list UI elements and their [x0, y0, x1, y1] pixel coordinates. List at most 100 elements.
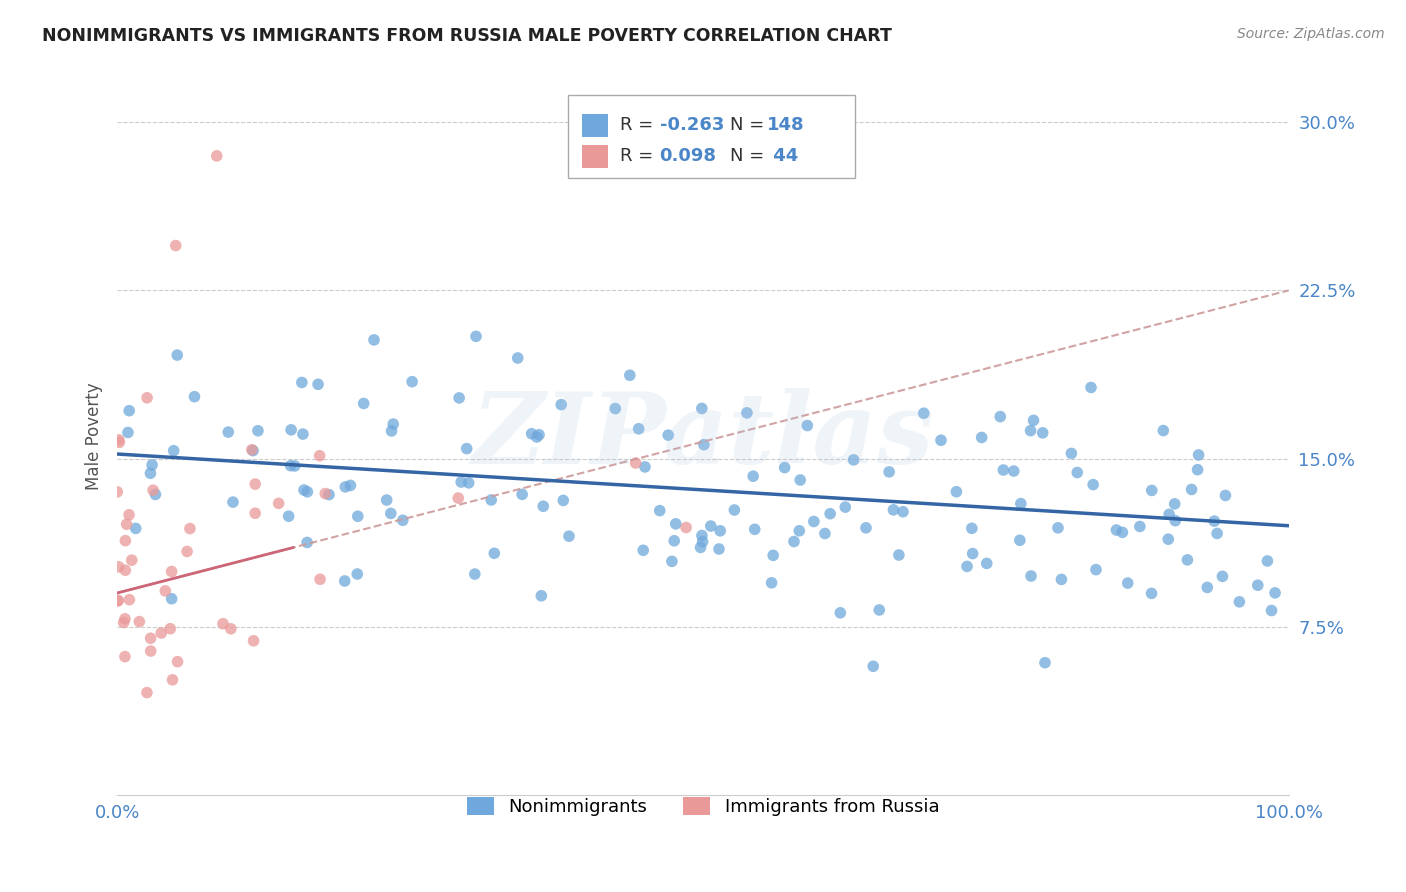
Point	[380, 507, 402, 521]
Point	[139, 644, 162, 658]
Point	[145, 487, 167, 501]
Point	[163, 443, 186, 458]
Point	[165, 238, 187, 252]
Point	[267, 496, 290, 510]
Point	[1019, 424, 1042, 438]
Point	[335, 480, 357, 494]
Point	[1140, 586, 1163, 600]
Point	[665, 516, 688, 531]
Point	[125, 521, 148, 535]
Point	[956, 559, 979, 574]
Point	[1247, 578, 1270, 592]
Point	[114, 533, 136, 548]
Point	[690, 401, 713, 416]
Point	[877, 465, 900, 479]
Point	[380, 424, 402, 438]
Point	[657, 428, 679, 442]
Point	[1159, 508, 1181, 522]
Point	[506, 351, 529, 365]
Point	[834, 500, 856, 515]
Point	[1187, 463, 1209, 477]
Text: ZIPatlas: ZIPatlas	[472, 388, 934, 484]
Point	[401, 375, 423, 389]
Point	[242, 633, 264, 648]
Point	[346, 567, 368, 582]
Point	[114, 563, 136, 577]
Point	[1019, 569, 1042, 583]
Point	[136, 685, 159, 699]
Point	[526, 430, 548, 444]
Point	[527, 427, 550, 442]
Point	[179, 522, 201, 536]
Point	[796, 418, 818, 433]
Point	[1187, 448, 1209, 462]
Point	[744, 522, 766, 536]
Point	[1008, 533, 1031, 548]
Point	[762, 549, 785, 563]
Point	[277, 509, 299, 524]
Point	[1211, 569, 1233, 583]
Bar	[568, 95, 855, 178]
Point	[520, 426, 543, 441]
Point	[128, 615, 150, 629]
Point	[1163, 497, 1185, 511]
Point	[363, 333, 385, 347]
Point	[150, 626, 173, 640]
Text: NONIMMIGRANTS VS IMMIGRANTS FROM RUSSIA MALE POVERTY CORRELATION CHART: NONIMMIGRANTS VS IMMIGRANTS FROM RUSSIA …	[42, 27, 891, 45]
Point	[117, 425, 139, 440]
Legend: Nonimmigrants, Immigrants from Russia: Nonimmigrants, Immigrants from Russia	[457, 788, 948, 825]
Point	[160, 591, 183, 606]
Point	[346, 509, 368, 524]
Text: 0.098: 0.098	[659, 147, 717, 165]
Point	[842, 453, 865, 467]
Point	[1046, 521, 1069, 535]
Point	[107, 594, 129, 608]
Point	[962, 547, 984, 561]
Point	[1080, 380, 1102, 394]
Point	[634, 459, 657, 474]
Text: 44: 44	[768, 147, 799, 165]
Point	[1060, 446, 1083, 460]
Point	[1177, 553, 1199, 567]
Point	[456, 442, 478, 456]
Point	[382, 417, 405, 431]
Point	[457, 475, 479, 490]
Point	[970, 430, 993, 444]
Point	[818, 507, 841, 521]
Point	[929, 434, 952, 448]
Point	[297, 484, 319, 499]
Point	[333, 574, 356, 588]
Point	[789, 473, 811, 487]
Text: Source: ZipAtlas.com: Source: ZipAtlas.com	[1237, 27, 1385, 41]
Point	[112, 615, 135, 630]
Point	[280, 423, 302, 437]
Point	[605, 401, 627, 416]
Point	[988, 409, 1011, 424]
Point	[339, 478, 361, 492]
Point	[882, 503, 904, 517]
Point	[912, 406, 935, 420]
Point	[353, 396, 375, 410]
Point	[664, 533, 686, 548]
Point	[1081, 477, 1104, 491]
Point	[1033, 656, 1056, 670]
Point	[1204, 514, 1226, 528]
Point	[240, 442, 263, 457]
Point	[1085, 563, 1108, 577]
Point	[675, 520, 697, 534]
Point	[314, 486, 336, 500]
Point	[693, 438, 716, 452]
Point	[945, 484, 967, 499]
Text: R =: R =	[620, 117, 659, 135]
Point	[118, 508, 141, 522]
Point	[773, 460, 796, 475]
Point	[107, 560, 129, 574]
Point	[690, 528, 713, 542]
Point	[1116, 576, 1139, 591]
Point	[689, 541, 711, 555]
Point	[465, 329, 488, 343]
Point	[280, 458, 302, 473]
Point	[830, 606, 852, 620]
Point	[624, 456, 647, 470]
Point	[1022, 413, 1045, 427]
